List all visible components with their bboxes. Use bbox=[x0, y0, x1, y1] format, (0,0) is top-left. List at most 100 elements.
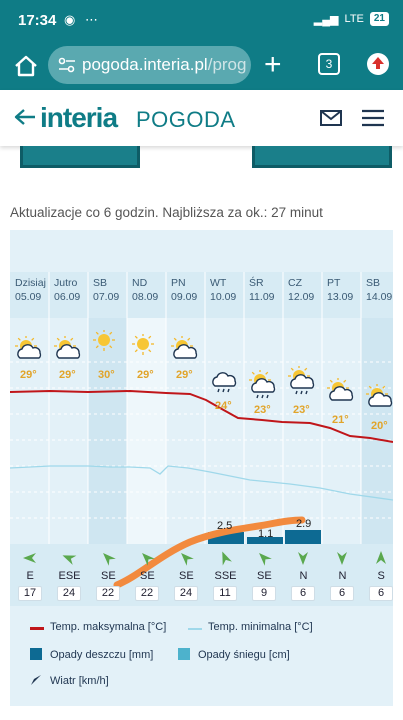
precip-label-sr: 1.1 bbox=[258, 528, 274, 540]
notification-icons: ◉ ⋯ bbox=[64, 12, 101, 27]
legend-rain-label: Opady deszczu [mm] bbox=[50, 649, 154, 661]
sun-icon bbox=[131, 333, 161, 369]
wind-speed-value: 6 bbox=[369, 586, 393, 601]
browser-toolbar: pogoda.interia.pl/prog + 3 bbox=[0, 42, 403, 90]
max-temp-label: 29° bbox=[59, 369, 76, 381]
wind-direction-label: ESE bbox=[58, 570, 81, 582]
day-date: 12.09 bbox=[288, 291, 315, 303]
wind-direction-label: SE bbox=[140, 570, 155, 582]
wind-direction-label: SE bbox=[179, 570, 194, 582]
precip-label-cz: 2.9 bbox=[296, 518, 312, 530]
day-name: CZ bbox=[288, 277, 302, 289]
day-header-6[interactable]: ŚR 11.09 bbox=[249, 276, 275, 304]
wind-direction-label: SE bbox=[101, 570, 116, 582]
tab-switcher-button[interactable]: 3 bbox=[318, 53, 340, 75]
wind-arrow-icon bbox=[217, 550, 233, 571]
wind-direction-label: N bbox=[299, 570, 308, 582]
forecast-chart bbox=[10, 230, 393, 606]
max-temp-label: 29° bbox=[20, 369, 37, 381]
wind-direction-label: S bbox=[377, 570, 385, 582]
sun-cloud-icon bbox=[326, 377, 356, 413]
day-header-4[interactable]: PN 09.09 bbox=[171, 276, 197, 304]
legend-max-swatch bbox=[30, 627, 44, 630]
max-temp-label: 23° bbox=[254, 404, 271, 416]
day-header-3[interactable]: ND 08.09 bbox=[132, 276, 158, 304]
wind-arrow-icon bbox=[61, 550, 77, 571]
day-header-7[interactable]: CZ 12.09 bbox=[288, 276, 314, 304]
max-temp-label: 23° bbox=[293, 404, 310, 416]
day-header-0[interactable]: Dzisiaj 05.09 bbox=[15, 276, 46, 304]
wind-speed-value: 6 bbox=[291, 586, 315, 601]
chart-legend: Temp. maksymalna [°C] Temp. minimalna [°… bbox=[10, 614, 393, 706]
wind-speed-value: 17 bbox=[18, 586, 42, 601]
day-name: ŚR bbox=[249, 277, 264, 289]
day-name: PT bbox=[327, 277, 341, 289]
hamburger-menu-icon[interactable] bbox=[362, 109, 384, 127]
site-settings-icon[interactable] bbox=[58, 57, 76, 73]
status-time: 17:34 bbox=[18, 12, 57, 29]
max-temp-label: 21° bbox=[332, 414, 349, 426]
home-icon[interactable] bbox=[12, 52, 40, 80]
max-temp-label: 30° bbox=[98, 369, 115, 381]
sun-cloud-icon bbox=[170, 335, 200, 371]
max-temp-line bbox=[10, 389, 393, 443]
banner-strip bbox=[0, 146, 403, 170]
day-header-5[interactable]: WT 10.09 bbox=[210, 276, 236, 304]
day-header-9[interactable]: SB 14.09 bbox=[366, 276, 392, 304]
legend-snow-label: Opady śniegu [cm] bbox=[198, 649, 290, 661]
wind-arrow-icon bbox=[373, 550, 389, 571]
wind-arrow-icon bbox=[139, 550, 155, 571]
section-title[interactable]: POGODA bbox=[136, 107, 236, 132]
sun-cloud-icon bbox=[53, 335, 83, 371]
banner-left[interactable] bbox=[20, 146, 140, 168]
legend-rain-swatch bbox=[30, 648, 42, 660]
day-name: WT bbox=[210, 277, 227, 289]
day-header-8[interactable]: PT 13.09 bbox=[327, 276, 353, 304]
wind-direction-label: SE bbox=[257, 570, 272, 582]
url-host: pogoda.interia.pl bbox=[82, 55, 208, 74]
wind-arrow-icon bbox=[22, 550, 38, 571]
legend-min-swatch bbox=[188, 628, 202, 630]
day-header-2[interactable]: SB 07.09 bbox=[93, 276, 119, 304]
max-temp-label: 29° bbox=[137, 369, 154, 381]
new-tab-button[interactable]: + bbox=[264, 48, 282, 81]
wind-speed-value: 24 bbox=[174, 586, 198, 601]
signal-icon: ▂▄▆ bbox=[313, 13, 339, 26]
day-name: Dzisiaj bbox=[15, 277, 46, 289]
wind-speed-value: 6 bbox=[330, 586, 354, 601]
network-label: LTE bbox=[344, 13, 364, 25]
max-temp-label: 20° bbox=[371, 420, 388, 432]
back-arrow-icon[interactable] bbox=[14, 108, 36, 126]
update-icon[interactable] bbox=[367, 53, 389, 75]
min-temp-line bbox=[10, 465, 393, 501]
day-date: 10.09 bbox=[210, 291, 237, 303]
interia-logo[interactable]: interia bbox=[40, 102, 118, 133]
wind-arrow-icon bbox=[295, 550, 311, 571]
sun-cloud-rain-icon bbox=[248, 369, 278, 405]
day-header-1[interactable]: Jutro 06.09 bbox=[54, 276, 80, 304]
legend-wind-label: Wiatr [km/h] bbox=[50, 675, 109, 687]
sun-icon bbox=[92, 329, 122, 365]
wind-legend-icon bbox=[31, 675, 41, 685]
max-temp-label: 24° bbox=[215, 400, 232, 412]
wind-arrow-icon bbox=[334, 550, 350, 571]
day-date: 06.09 bbox=[54, 291, 81, 303]
day-date: 13.09 bbox=[327, 291, 354, 303]
mail-icon[interactable] bbox=[320, 110, 342, 126]
day-name: Jutro bbox=[54, 277, 78, 289]
day-name: ND bbox=[132, 277, 148, 289]
url-bar[interactable]: pogoda.interia.pl/prog bbox=[48, 46, 251, 84]
wind-direction-label: N bbox=[338, 570, 347, 582]
day-date: 08.09 bbox=[132, 291, 159, 303]
wind-speed-value: 11 bbox=[213, 586, 237, 601]
banner-right[interactable] bbox=[252, 146, 392, 168]
legend-snow-swatch bbox=[178, 648, 190, 660]
rain-bar-sr bbox=[247, 537, 283, 544]
day-name: SB bbox=[93, 277, 108, 289]
wind-speed-value: 9 bbox=[252, 586, 276, 601]
rain-bar-cz bbox=[285, 530, 321, 544]
wind-arrow-icon bbox=[256, 550, 272, 571]
orange-annotation-stroke bbox=[113, 516, 306, 589]
wind-arrow-icon bbox=[100, 550, 116, 571]
wind-speed-value: 24 bbox=[57, 586, 81, 601]
